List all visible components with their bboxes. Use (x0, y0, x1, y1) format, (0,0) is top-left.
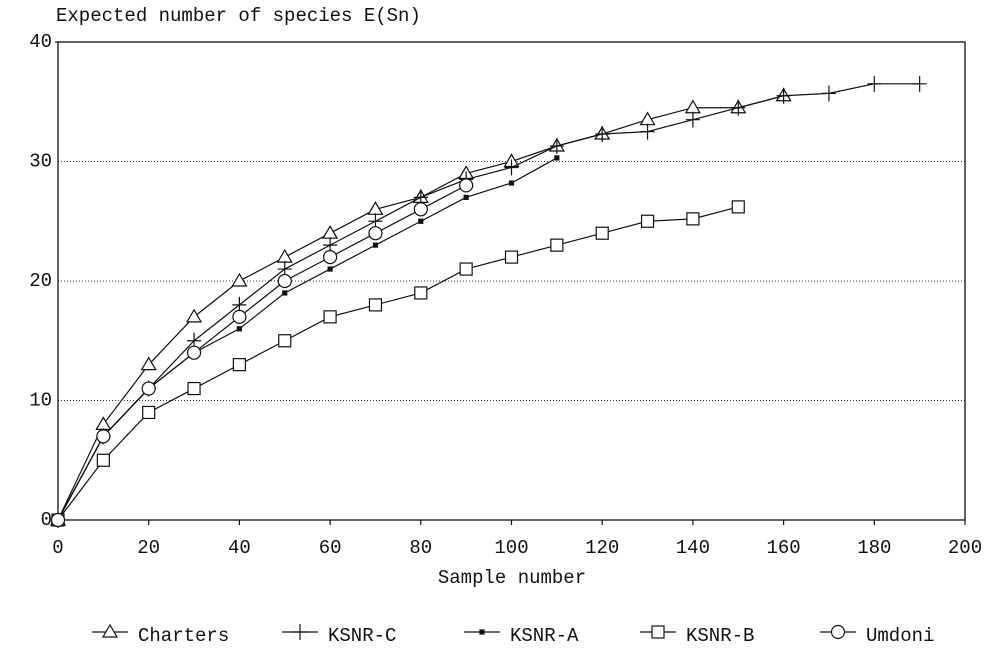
marker (186, 345, 202, 360)
marker (776, 87, 791, 104)
y-tick-label: 10 (29, 390, 52, 412)
x-tick-label: 0 (52, 537, 63, 559)
marker (867, 75, 882, 92)
marker (232, 309, 247, 324)
marker (830, 624, 846, 640)
marker (95, 416, 112, 430)
series-line (57, 83, 920, 521)
x-axis-label: Sample number (438, 567, 586, 589)
series-line (57, 95, 784, 521)
marker (323, 250, 338, 265)
marker (231, 272, 248, 287)
marker (731, 99, 746, 116)
x-tick-label: 140 (676, 537, 710, 559)
marker (141, 381, 156, 396)
marker (413, 202, 428, 217)
marker (187, 381, 201, 396)
marker (276, 248, 293, 263)
marker (96, 453, 110, 467)
x-tick-label: 40 (228, 537, 251, 559)
marker (282, 290, 288, 296)
marker (323, 310, 337, 324)
marker (140, 356, 157, 371)
plot-frame (57, 41, 966, 521)
x-tick-label: 120 (585, 537, 619, 559)
legend-item: KSNR-B (640, 625, 754, 647)
series-line (57, 206, 739, 521)
x-tick-label: 160 (766, 537, 800, 559)
x-tick-label: 20 (137, 537, 160, 559)
marker (368, 226, 383, 241)
legend-label: KSNR-B (686, 625, 754, 647)
marker (550, 238, 564, 252)
x-tick-label: 200 (948, 537, 982, 559)
y-tick-label: 20 (29, 270, 52, 292)
marker (640, 123, 655, 140)
x-tick-label: 60 (319, 537, 342, 559)
legend-label: KSNR-C (328, 625, 396, 647)
marker (372, 242, 379, 248)
y-axis-label: Expected number of species E(Sn) (56, 5, 421, 27)
marker (368, 298, 383, 312)
series-line (57, 157, 558, 521)
legend-label: KSNR-A (510, 625, 579, 647)
marker (50, 512, 66, 528)
y-tick-label: 30 (29, 151, 52, 173)
marker (459, 178, 474, 193)
marker (821, 85, 836, 102)
marker (418, 218, 424, 224)
x-tick-label: 100 (494, 537, 528, 559)
legend-item: Umdoni (820, 624, 934, 647)
marker (549, 137, 564, 154)
marker (595, 126, 610, 143)
marker (277, 273, 292, 289)
marker (142, 405, 156, 420)
series-line (57, 184, 467, 521)
marker (236, 326, 242, 332)
marker (463, 194, 469, 200)
marker (459, 262, 473, 276)
marker (504, 250, 519, 264)
legend-item: KSNR-C (282, 624, 396, 647)
marker (508, 180, 515, 186)
marker (504, 159, 519, 176)
marker (684, 99, 701, 114)
legend-label: Charters (138, 625, 229, 647)
y-tick-label: 0 (41, 509, 52, 531)
x-tick-label: 80 (409, 537, 432, 559)
marker (651, 625, 665, 639)
marker (293, 624, 307, 640)
marker (640, 214, 655, 228)
legend-label: Umdoni (866, 625, 934, 647)
marker (232, 358, 246, 372)
marker (101, 623, 119, 638)
marker (554, 155, 560, 161)
marker (322, 225, 339, 239)
marker (912, 75, 927, 92)
marker (685, 111, 700, 128)
marker (278, 334, 292, 348)
legend-item: Charters (92, 623, 229, 647)
marker (686, 212, 700, 226)
marker (96, 429, 111, 444)
x-tick-label: 180 (857, 537, 891, 559)
legend-item: KSNR-A (464, 625, 579, 647)
marker (731, 200, 745, 214)
marker (595, 226, 609, 240)
marker (186, 308, 203, 323)
marker (327, 266, 333, 272)
y-tick-label: 40 (29, 31, 52, 53)
marker (479, 629, 485, 635)
marker (414, 286, 428, 300)
